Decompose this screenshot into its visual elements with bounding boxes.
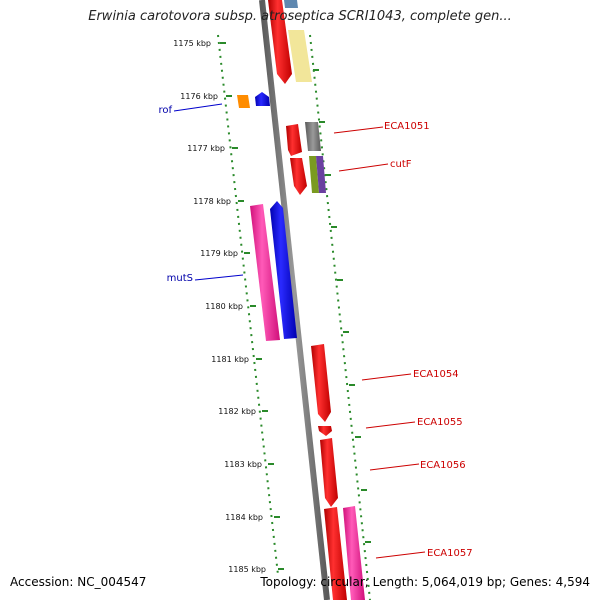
- gene-blue-muts: [270, 201, 297, 339]
- gene-orange-rof: [237, 95, 250, 108]
- map-title: Erwinia carotovora subsp. atroseptica SC…: [88, 9, 512, 24]
- gene-label-muts[interactable]: mutS: [167, 273, 193, 284]
- tick-marks-left: [220, 42, 284, 570]
- gene-label-eca1057[interactable]: ECA1057: [427, 548, 473, 559]
- gene-label-rof[interactable]: rof: [158, 105, 172, 116]
- gene-label-eca1051[interactable]: ECA1051: [384, 121, 430, 132]
- gene-red-top: [268, 0, 292, 84]
- tick-label-1184: 1184 kbp: [225, 513, 263, 522]
- gene-blue-small: [255, 92, 270, 106]
- gene-pink-eca1057: [343, 506, 365, 600]
- tick-label-1175: 1175 kbp: [173, 39, 211, 48]
- connector-cutf: [338, 163, 389, 172]
- gene-red-eca1055: [318, 426, 332, 436]
- tick-label-1185: 1185 kbp: [228, 565, 266, 574]
- tick-marks-right: [313, 69, 371, 543]
- tick-label-1181: 1181 kbp: [211, 355, 249, 364]
- gene-label-cutf[interactable]: cutF: [390, 159, 412, 170]
- gene-red-eca1051: [286, 124, 302, 156]
- tick-label-1176: 1176 kbp: [180, 92, 218, 101]
- gene-label-eca1055[interactable]: ECA1055: [417, 417, 463, 428]
- connector-muts: [194, 274, 244, 281]
- gene-purple-cutf: [316, 156, 326, 193]
- gene-label-eca1054[interactable]: ECA1054: [413, 369, 459, 380]
- gene-red-eca1056: [320, 438, 338, 507]
- accession-text: Accession: NC_004547: [10, 575, 147, 589]
- connector-eca1054: [361, 373, 412, 381]
- gene-gray-eca1051: [305, 122, 321, 151]
- gene-olive-cutf: [309, 156, 319, 193]
- gene-red-eca1054: [311, 344, 331, 422]
- tick-label-1177: 1177 kbp: [187, 144, 225, 153]
- connector-rof: [173, 103, 223, 112]
- tick-label-1182: 1182 kbp: [218, 407, 256, 416]
- tick-label-1183: 1183 kbp: [224, 460, 262, 469]
- tick-label-1180: 1180 kbp: [205, 302, 243, 311]
- connector-eca1055: [365, 421, 416, 429]
- gene-yellow-top: [288, 30, 312, 82]
- gene-label-eca1056[interactable]: ECA1056: [420, 460, 466, 471]
- gene-red-cutf: [290, 158, 307, 195]
- gene-red-eca1057: [324, 507, 347, 600]
- topology-text: Topology: circular; Length: 5,064,019 bp…: [260, 575, 590, 589]
- connector-eca1051: [333, 126, 384, 134]
- connector-eca1056: [369, 463, 420, 471]
- gene-steel-top: [284, 0, 298, 8]
- gene-pink-muts: [250, 204, 280, 341]
- connector-eca1057: [375, 551, 426, 559]
- genome-backbone: [259, 0, 330, 600]
- tick-label-1178: 1178 kbp: [193, 197, 231, 206]
- tick-label-1179: 1179 kbp: [200, 249, 238, 258]
